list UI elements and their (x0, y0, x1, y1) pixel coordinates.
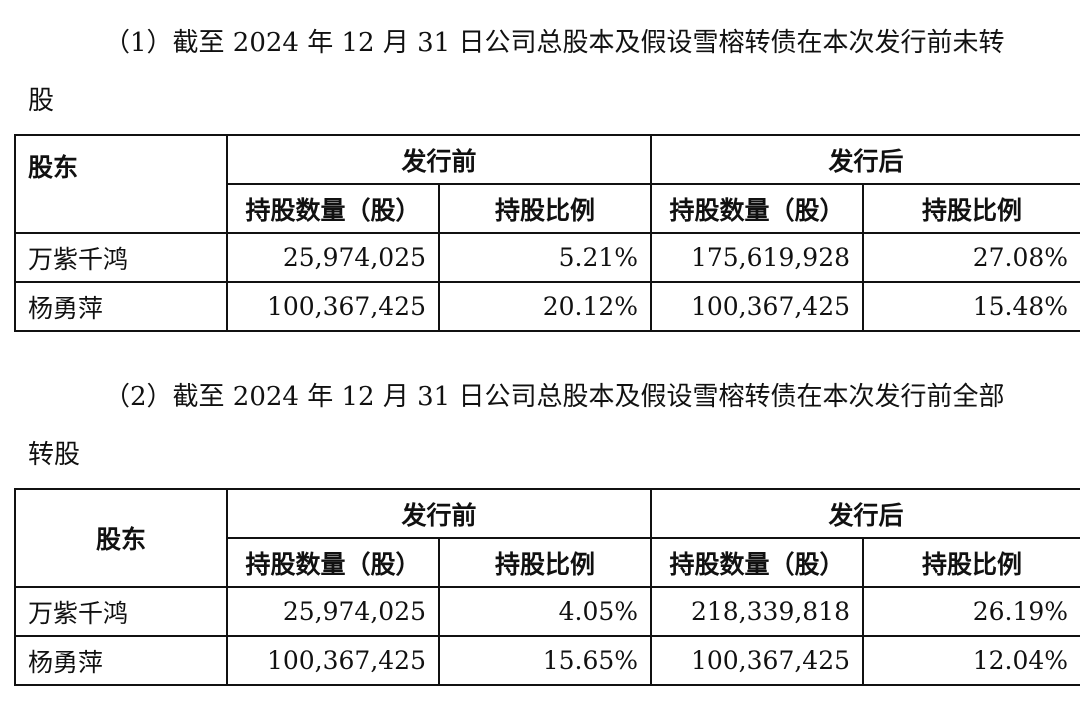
shares-before: 100,367,425 (226, 635, 440, 686)
ratio-after: 12.04% (862, 635, 1080, 686)
header-before-issuance: 发行前 (225, 134, 653, 185)
section2-paragraph-text: （2）截至 2024 年 12 月 31 日公司总股本及假设雪榕转债在本次发行前… (104, 382, 1005, 412)
ratio-before: 4.05% (437, 586, 653, 637)
section2-paragraph: （2）截至 2024 年 12 月 31 日公司总股本及假设雪榕转债在本次发行前… (0, 380, 1080, 414)
shareholder-name: 杨勇萍 (14, 635, 228, 686)
subheader-shares-before: 持股数量（股） (226, 183, 440, 234)
ratio-after: 27.08% (862, 232, 1080, 283)
shares-before: 100,367,425 (226, 281, 440, 332)
shares-after: 100,367,425 (650, 635, 865, 686)
subheader-ratio-after: 持股比例 (862, 537, 1080, 588)
header-before-issuance: 发行前 (225, 488, 653, 539)
subheader-ratio-before: 持股比例 (437, 537, 653, 588)
header-after-issuance: 发行后 (650, 488, 1080, 539)
subheader-ratio-after: 持股比例 (862, 183, 1080, 234)
shares-before: 25,974,025 (226, 586, 440, 637)
section1-paragraph: （1）截至 2024 年 12 月 31 日公司总股本及假设雪榕转债在本次发行前… (0, 26, 1080, 60)
shareholding-table-2: 股东 发行前 发行后 持股数量（股） 持股比例 持股数量（股） 持股比例 万紫千… (14, 488, 1080, 686)
table-row: 杨勇萍 100,367,425 15.65% 100,367,425 12.04… (14, 635, 1080, 686)
shares-after: 218,339,818 (650, 586, 865, 637)
ratio-before: 20.12% (437, 281, 653, 332)
ratio-before: 5.21% (437, 232, 653, 283)
subheader-shares-after: 持股数量（股） (650, 183, 865, 234)
shares-after: 100,367,425 (650, 281, 865, 332)
subheader-ratio-before: 持股比例 (437, 183, 653, 234)
ratio-after: 26.19% (862, 586, 1080, 637)
shareholder-name: 万紫千鸿 (14, 232, 228, 283)
shareholder-name: 万紫千鸿 (14, 586, 228, 637)
shareholder-name: 杨勇萍 (14, 281, 228, 332)
header-shareholder: 股东 (14, 488, 228, 588)
shares-before: 25,974,025 (226, 232, 440, 283)
section1-continuation: 股 (28, 86, 55, 116)
ratio-before: 15.65% (437, 635, 653, 686)
subheader-shares-after: 持股数量（股） (650, 537, 865, 588)
section2-continuation: 转股 (28, 440, 81, 470)
table-row: 杨勇萍 100,367,425 20.12% 100,367,425 15.48… (14, 281, 1080, 332)
shares-after: 175,619,928 (650, 232, 865, 283)
header-shareholder: 股东 (14, 134, 228, 234)
subheader-shares-before: 持股数量（股） (226, 537, 440, 588)
table-row: 万紫千鸿 25,974,025 5.21% 175,619,928 27.08% (14, 232, 1080, 283)
table-row: 万紫千鸿 25,974,025 4.05% 218,339,818 26.19% (14, 586, 1080, 637)
ratio-after: 15.48% (862, 281, 1080, 332)
section1-paragraph-text: （1）截至 2024 年 12 月 31 日公司总股本及假设雪榕转债在本次发行前… (104, 28, 1005, 58)
header-after-issuance: 发行后 (650, 134, 1080, 185)
shareholding-table-1: 股东 发行前 发行后 持股数量（股） 持股比例 持股数量（股） 持股比例 万紫千… (14, 134, 1080, 332)
